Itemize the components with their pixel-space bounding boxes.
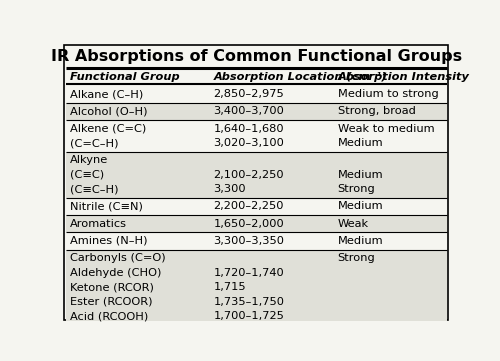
Text: Amines (N–H): Amines (N–H) <box>70 236 148 246</box>
Text: 2,850–2,975: 2,850–2,975 <box>214 89 284 99</box>
Text: Ketone (RCOR): Ketone (RCOR) <box>70 282 154 292</box>
FancyBboxPatch shape <box>66 215 447 232</box>
Text: Functional Group: Functional Group <box>70 72 180 82</box>
Text: 1,720–1,740: 1,720–1,740 <box>214 268 284 278</box>
FancyBboxPatch shape <box>66 152 447 198</box>
Text: Absorption Intensity: Absorption Intensity <box>338 72 469 82</box>
Text: 3,020–3,100: 3,020–3,100 <box>214 138 284 148</box>
Text: 2,200–2,250: 2,200–2,250 <box>214 201 284 212</box>
Text: Aldehyde (CHO): Aldehyde (CHO) <box>70 268 162 278</box>
Text: Medium: Medium <box>338 201 384 212</box>
Text: Strong: Strong <box>338 253 376 263</box>
Text: IR Absorptions of Common Functional Groups: IR Absorptions of Common Functional Grou… <box>50 49 462 64</box>
Text: Medium: Medium <box>338 236 384 246</box>
Text: 1,735–1,750: 1,735–1,750 <box>214 296 284 306</box>
Text: 3,400–3,700: 3,400–3,700 <box>214 106 284 117</box>
FancyBboxPatch shape <box>64 45 448 320</box>
Text: 1,700–1,725: 1,700–1,725 <box>214 311 284 321</box>
Text: Medium to strong: Medium to strong <box>338 89 438 99</box>
Text: Aromatics: Aromatics <box>70 219 127 229</box>
FancyBboxPatch shape <box>66 103 447 120</box>
Text: Medium: Medium <box>338 138 384 148</box>
Text: Alkyne: Alkyne <box>70 155 108 165</box>
Text: Alkane (C–H): Alkane (C–H) <box>70 89 144 99</box>
Text: Acid (RCOOH): Acid (RCOOH) <box>70 311 148 321</box>
Text: Weak: Weak <box>338 219 369 229</box>
Text: 3,300: 3,300 <box>214 184 246 194</box>
Text: Strong: Strong <box>338 184 376 194</box>
Text: Weak to medium: Weak to medium <box>338 124 434 134</box>
Text: 1,650–2,000: 1,650–2,000 <box>214 219 284 229</box>
Text: Medium: Medium <box>338 170 384 180</box>
Text: Strong, broad: Strong, broad <box>338 106 415 117</box>
Text: (C≡C): (C≡C) <box>70 170 104 180</box>
Text: (C=C–H): (C=C–H) <box>70 138 119 148</box>
Text: 2,100–2,250: 2,100–2,250 <box>214 170 284 180</box>
Text: Absorption Location (cm⁻¹): Absorption Location (cm⁻¹) <box>214 72 387 82</box>
Text: Alkene (C=C): Alkene (C=C) <box>70 124 146 134</box>
Text: 3,300–3,350: 3,300–3,350 <box>214 236 284 246</box>
Text: (C≡C–H): (C≡C–H) <box>70 184 119 194</box>
Text: 1,640–1,680: 1,640–1,680 <box>214 124 284 134</box>
Text: Nitrile (C≡N): Nitrile (C≡N) <box>70 201 143 212</box>
Text: Alcohol (O–H): Alcohol (O–H) <box>70 106 148 117</box>
FancyBboxPatch shape <box>66 249 447 325</box>
Text: 1,715: 1,715 <box>214 282 246 292</box>
Text: Ester (RCOOR): Ester (RCOOR) <box>70 296 153 306</box>
Text: Carbonyls (C=O): Carbonyls (C=O) <box>70 253 166 263</box>
